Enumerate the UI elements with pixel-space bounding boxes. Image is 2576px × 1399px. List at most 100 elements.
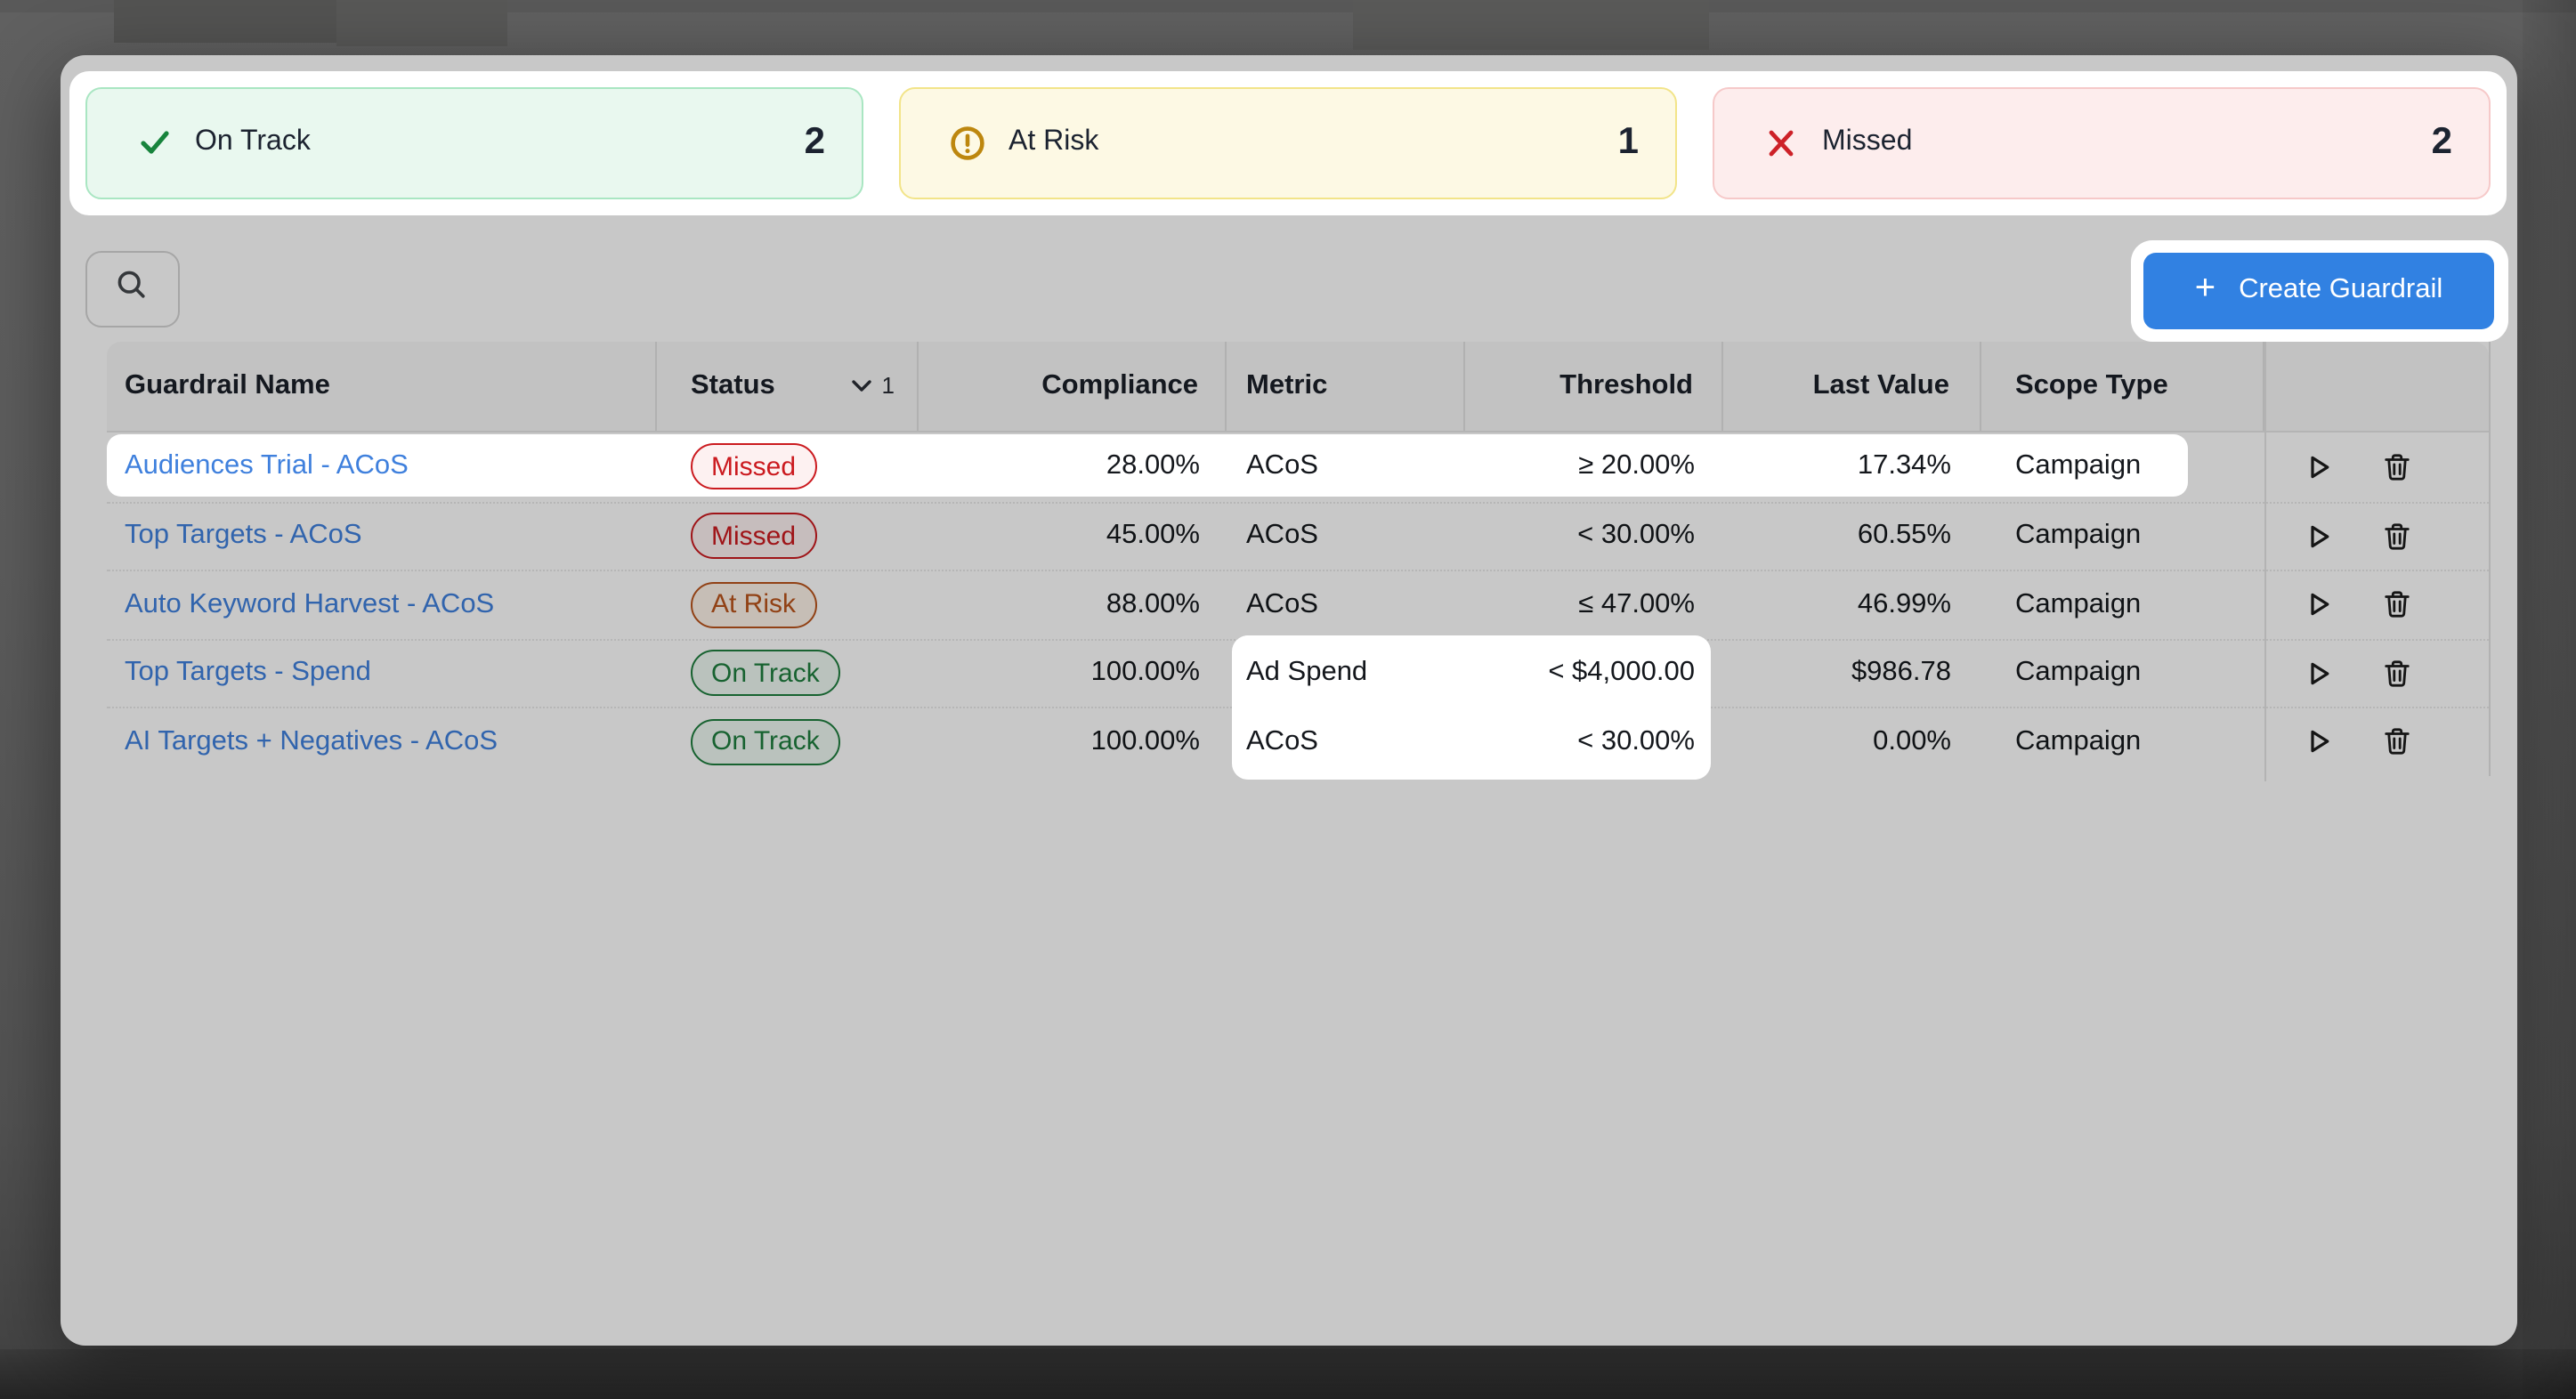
delete-guardrail-button[interactable] bbox=[2382, 452, 2412, 482]
alert-circle-icon bbox=[948, 125, 987, 162]
play-icon bbox=[2311, 525, 2329, 547]
threshold-value: ≥ 20.00% bbox=[1578, 450, 1695, 481]
play-icon bbox=[2311, 731, 2329, 753]
backdrop-shade-right bbox=[2523, 0, 2576, 1399]
trash-icon bbox=[2385, 728, 2410, 756]
compliance-value: 100.00% bbox=[1090, 657, 1200, 688]
check-icon bbox=[134, 125, 174, 161]
threshold-value: < $4,000.00 bbox=[1548, 657, 1695, 688]
card-label: Missed bbox=[1822, 126, 1913, 158]
backdrop-block bbox=[114, 0, 336, 43]
status-badge: On Track bbox=[691, 650, 840, 697]
guardrail-link[interactable]: Audiences Trial - ACoS bbox=[125, 450, 409, 481]
last-value: 60.55% bbox=[1857, 520, 1951, 551]
run-guardrail-button[interactable] bbox=[2304, 590, 2334, 620]
card-count: 2 bbox=[2431, 121, 2452, 163]
table-row: Top Targets - ACoS Missed 45.00% ACoS < … bbox=[107, 501, 2488, 570]
guardrail-link[interactable]: Top Targets - ACoS bbox=[125, 520, 362, 551]
status-sort-indicator: 1 bbox=[852, 373, 895, 400]
play-icon bbox=[2311, 594, 2329, 616]
compliance-value: 88.00% bbox=[1106, 588, 1200, 619]
header-metric[interactable]: Metric bbox=[1227, 341, 1465, 431]
summary-card-at-risk[interactable]: At Risk 1 bbox=[898, 86, 1676, 199]
table-row: AI Targets + Negatives - ACoS On Track 1… bbox=[107, 707, 2488, 775]
compliance-value: 28.00% bbox=[1106, 450, 1200, 481]
scope-type-value: Campaign bbox=[2015, 725, 2142, 756]
backdrop-strip bbox=[0, 0, 2576, 12]
summary-cards-band: On Track 2 At Risk 1 Missed 2 bbox=[69, 70, 2506, 215]
table-row: Top Targets - Spend On Track 100.00% Ad … bbox=[107, 638, 2488, 707]
status-badge: Missed bbox=[691, 443, 817, 490]
header-scope-type[interactable]: Scope Type bbox=[1981, 341, 2264, 431]
metric-value: ACoS bbox=[1246, 588, 1318, 619]
create-guardrail-spotlight: + Create Guardrail bbox=[2130, 240, 2507, 341]
scope-type-value: Campaign bbox=[2015, 588, 2142, 619]
actions-column-divider bbox=[2264, 341, 2266, 780]
run-guardrail-button[interactable] bbox=[2304, 522, 2334, 552]
trash-icon bbox=[2385, 659, 2410, 687]
threshold-value: < 30.00% bbox=[1577, 725, 1695, 756]
backdrop-block bbox=[336, 0, 507, 46]
card-label: On Track bbox=[195, 126, 311, 158]
guardrail-link[interactable]: AI Targets + Negatives - ACoS bbox=[125, 725, 498, 756]
header-guardrail-name[interactable]: Guardrail Name bbox=[107, 341, 657, 431]
delete-guardrail-button[interactable] bbox=[2382, 522, 2412, 552]
plus-icon: + bbox=[2194, 269, 2216, 309]
scope-type-value: Campaign bbox=[2015, 657, 2142, 688]
search-button[interactable] bbox=[85, 251, 180, 327]
create-guardrail-button[interactable]: + Create Guardrail bbox=[2143, 252, 2494, 329]
metric-value: ACoS bbox=[1246, 725, 1318, 756]
header-status[interactable]: Status 1 bbox=[657, 341, 918, 431]
status-badge: On Track bbox=[691, 718, 840, 765]
backdrop-shade-bottom bbox=[0, 1349, 2576, 1399]
threshold-value: < 30.00% bbox=[1577, 520, 1695, 551]
run-guardrail-button[interactable] bbox=[2304, 727, 2334, 757]
header-last-value[interactable]: Last Value bbox=[1722, 341, 1981, 431]
run-guardrail-button[interactable] bbox=[2304, 452, 2334, 482]
header-threshold[interactable]: Threshold bbox=[1465, 341, 1722, 431]
guardrails-table: Guardrail Name Status 1 Compliance Metri… bbox=[107, 341, 2490, 780]
delete-guardrail-button[interactable] bbox=[2382, 659, 2412, 689]
play-icon bbox=[2311, 662, 2329, 684]
backdrop-block bbox=[1353, 0, 1709, 50]
last-value: 17.34% bbox=[1857, 450, 1951, 481]
guardrail-link[interactable]: Top Targets - Spend bbox=[125, 657, 371, 688]
guardrails-panel: On Track 2 At Risk 1 Missed 2 bbox=[60, 55, 2516, 1346]
status-badge: Missed bbox=[691, 513, 817, 560]
run-guardrail-button[interactable] bbox=[2304, 659, 2334, 689]
header-actions bbox=[2264, 341, 2490, 431]
trash-icon bbox=[2385, 522, 2410, 550]
compliance-value: 45.00% bbox=[1106, 520, 1200, 551]
guardrail-link[interactable]: Auto Keyword Harvest - ACoS bbox=[125, 588, 495, 619]
scope-type-value: Campaign bbox=[2015, 450, 2142, 481]
row-spotlight bbox=[107, 433, 2188, 496]
x-icon bbox=[1762, 126, 1801, 160]
header-compliance[interactable]: Compliance bbox=[918, 341, 1227, 431]
play-icon bbox=[2311, 456, 2329, 478]
magnifier-icon bbox=[115, 267, 150, 311]
card-label: At Risk bbox=[1009, 126, 1099, 158]
summary-card-missed[interactable]: Missed 2 bbox=[1712, 86, 2490, 199]
delete-guardrail-button[interactable] bbox=[2382, 727, 2412, 757]
table-row: Audiences Trial - ACoS Missed 28.00% ACo… bbox=[107, 433, 2488, 501]
metric-threshold-spotlight bbox=[1232, 635, 1710, 779]
table-header-row: Guardrail Name Status 1 Compliance Metri… bbox=[107, 341, 2488, 433]
metric-value: Ad Spend bbox=[1246, 657, 1368, 688]
threshold-value: ≤ 47.00% bbox=[1578, 588, 1695, 619]
summary-card-on-track[interactable]: On Track 2 bbox=[85, 86, 863, 199]
trash-icon bbox=[2385, 453, 2410, 481]
table-body: Audiences Trial - ACoS Missed 28.00% ACo… bbox=[107, 433, 2488, 775]
metric-value: ACoS bbox=[1246, 520, 1318, 551]
create-guardrail-label: Create Guardrail bbox=[2239, 274, 2443, 305]
scope-type-value: Campaign bbox=[2015, 520, 2142, 551]
status-badge: At Risk bbox=[691, 581, 817, 628]
chevron-down-icon bbox=[852, 379, 872, 392]
delete-guardrail-button[interactable] bbox=[2382, 590, 2412, 620]
compliance-value: 100.00% bbox=[1090, 725, 1200, 756]
card-count: 1 bbox=[1617, 121, 1639, 163]
sort-order-badge: 1 bbox=[881, 372, 895, 400]
card-count: 2 bbox=[804, 121, 825, 163]
last-value: $986.78 bbox=[1851, 657, 1951, 688]
metric-value: ACoS bbox=[1246, 450, 1318, 481]
